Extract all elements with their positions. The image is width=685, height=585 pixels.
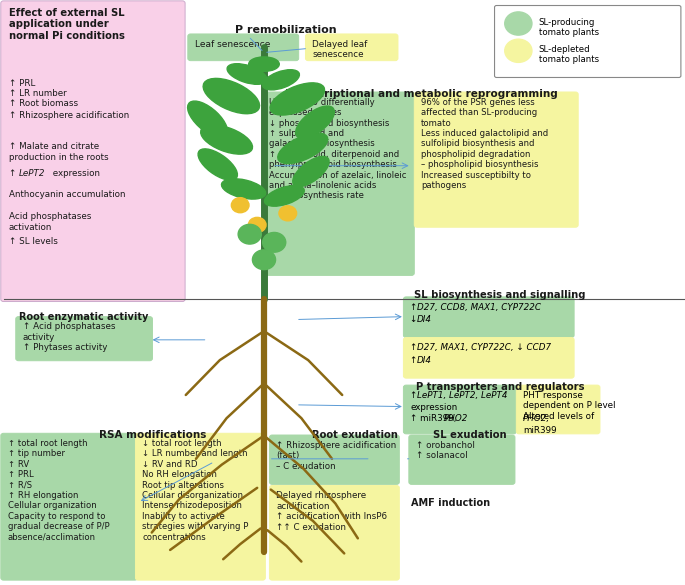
FancyBboxPatch shape bbox=[262, 92, 414, 276]
Ellipse shape bbox=[264, 185, 304, 206]
Text: ↓ total root length
↓ LR number and length
↓ RV and RD
No RH elongation
Root tip: ↓ total root length ↓ LR number and leng… bbox=[142, 439, 249, 542]
FancyBboxPatch shape bbox=[403, 385, 516, 434]
Ellipse shape bbox=[270, 83, 325, 115]
Ellipse shape bbox=[277, 133, 327, 164]
Text: LePT1, LePT2, LePT4: LePT1, LePT2, LePT4 bbox=[417, 391, 508, 400]
FancyBboxPatch shape bbox=[409, 435, 515, 484]
Circle shape bbox=[253, 250, 275, 270]
Text: miR399: miR399 bbox=[523, 426, 557, 435]
Circle shape bbox=[279, 206, 297, 221]
Text: ↑: ↑ bbox=[410, 302, 421, 312]
Text: ↑ Rhizosphere acidification: ↑ Rhizosphere acidification bbox=[9, 111, 129, 119]
Text: PHT response
dependent on P level
Altered levels of: PHT response dependent on P level Altere… bbox=[523, 391, 616, 421]
Text: ↑: ↑ bbox=[410, 343, 421, 352]
Circle shape bbox=[505, 12, 532, 35]
Text: SL exudation: SL exudation bbox=[433, 430, 507, 440]
Text: Acid phosphatases
activation: Acid phosphatases activation bbox=[9, 212, 91, 232]
Text: PHO2,: PHO2, bbox=[523, 414, 550, 423]
Text: Up to ~400 differentially
expressed genes
↓ phospholipid biosynthesis
↑ sulpholi: Up to ~400 differentially expressed gene… bbox=[269, 98, 407, 201]
Text: D27, MAX1, CYP722C, ↓ CCD7: D27, MAX1, CYP722C, ↓ CCD7 bbox=[417, 343, 551, 352]
Text: RSA modifications: RSA modifications bbox=[99, 430, 207, 440]
Text: ↑ Rhizosphere acidification
(fast)
– C exudation: ↑ Rhizosphere acidification (fast) – C e… bbox=[276, 441, 397, 470]
Ellipse shape bbox=[227, 64, 267, 84]
Text: P remobilization: P remobilization bbox=[235, 25, 336, 35]
Text: ↑: ↑ bbox=[410, 391, 421, 400]
Text: expression: expression bbox=[410, 402, 458, 411]
Text: LePT2: LePT2 bbox=[18, 168, 45, 178]
Text: Transcriptional and metabolic reprogramming: Transcriptional and metabolic reprogramm… bbox=[286, 89, 558, 99]
FancyBboxPatch shape bbox=[269, 486, 399, 580]
Text: AMF induction: AMF induction bbox=[412, 498, 490, 508]
Ellipse shape bbox=[201, 125, 253, 154]
Text: ↑: ↑ bbox=[410, 356, 421, 365]
Ellipse shape bbox=[221, 179, 266, 199]
Text: ↑ orobanchol
↑ solanacol: ↑ orobanchol ↑ solanacol bbox=[416, 441, 475, 460]
FancyBboxPatch shape bbox=[403, 297, 574, 338]
Text: ↑ miR399,: ↑ miR399, bbox=[410, 414, 460, 423]
Text: SL biosynthesis and signalling: SL biosynthesis and signalling bbox=[414, 291, 586, 301]
Text: Effect of external SL
application under
normal Pi conditions: Effect of external SL application under … bbox=[9, 8, 125, 41]
Text: Leaf senescence: Leaf senescence bbox=[195, 40, 270, 49]
Text: ↑ Acid phosphatases
activity
↑ Phytases activity: ↑ Acid phosphatases activity ↑ Phytases … bbox=[23, 322, 115, 352]
Text: ↑ total root length
↑ tip number
↑ RV
↑ PRL
↑ R/S
↑ RH elongation
Cellular organ: ↑ total root length ↑ tip number ↑ RV ↑ … bbox=[8, 439, 109, 542]
FancyBboxPatch shape bbox=[306, 34, 398, 61]
Text: ↓: ↓ bbox=[410, 315, 421, 325]
Text: SL-producing
tomato plants: SL-producing tomato plants bbox=[538, 18, 599, 37]
Ellipse shape bbox=[249, 57, 279, 71]
FancyBboxPatch shape bbox=[269, 435, 399, 484]
Text: ↑ SL levels: ↑ SL levels bbox=[9, 236, 58, 246]
Text: ↑ Malate and citrate
production in the roots: ↑ Malate and citrate production in the r… bbox=[9, 143, 109, 162]
Text: Delayed rhizosphere
acidification
↑ acidification with InsP6
↑↑ C exudation: Delayed rhizosphere acidification ↑ acid… bbox=[276, 491, 387, 532]
Text: ↑: ↑ bbox=[9, 168, 19, 178]
Text: expression: expression bbox=[50, 168, 100, 178]
FancyBboxPatch shape bbox=[1, 433, 138, 580]
Ellipse shape bbox=[262, 70, 299, 90]
Circle shape bbox=[232, 198, 249, 213]
Text: SL-depleted
tomato plants: SL-depleted tomato plants bbox=[538, 45, 599, 64]
Circle shape bbox=[262, 232, 286, 252]
FancyBboxPatch shape bbox=[136, 433, 265, 580]
Text: DI4: DI4 bbox=[417, 356, 432, 365]
Circle shape bbox=[249, 218, 266, 232]
Ellipse shape bbox=[292, 156, 329, 187]
FancyBboxPatch shape bbox=[16, 316, 153, 361]
Text: Delayed leaf
senescence: Delayed leaf senescence bbox=[312, 40, 368, 59]
Ellipse shape bbox=[296, 106, 334, 138]
Circle shape bbox=[238, 224, 261, 244]
Text: PHO2: PHO2 bbox=[444, 414, 469, 423]
FancyBboxPatch shape bbox=[188, 34, 299, 61]
Ellipse shape bbox=[198, 149, 238, 180]
FancyBboxPatch shape bbox=[403, 338, 574, 378]
Text: DI4: DI4 bbox=[417, 315, 432, 325]
Text: P transporters and regulators: P transporters and regulators bbox=[416, 381, 584, 391]
FancyBboxPatch shape bbox=[495, 5, 681, 77]
Text: ↑ PRL
↑ LR number
↑ Root biomass: ↑ PRL ↑ LR number ↑ Root biomass bbox=[9, 78, 78, 108]
Text: D27, CCD8, MAX1, CYP722C: D27, CCD8, MAX1, CYP722C bbox=[417, 302, 541, 312]
Text: Root exudation: Root exudation bbox=[312, 430, 397, 440]
FancyBboxPatch shape bbox=[516, 385, 600, 434]
FancyBboxPatch shape bbox=[414, 92, 578, 227]
FancyBboxPatch shape bbox=[1, 1, 185, 301]
Text: 96% of the PSR genes less
affected than SL-producing
tomato
Less induced galacto: 96% of the PSR genes less affected than … bbox=[421, 98, 549, 190]
Ellipse shape bbox=[188, 101, 227, 137]
Text: Anthocyanin accumulation: Anthocyanin accumulation bbox=[9, 190, 125, 199]
Circle shape bbox=[505, 39, 532, 63]
Text: Root enzymatic activity: Root enzymatic activity bbox=[19, 312, 149, 322]
Ellipse shape bbox=[203, 78, 260, 113]
